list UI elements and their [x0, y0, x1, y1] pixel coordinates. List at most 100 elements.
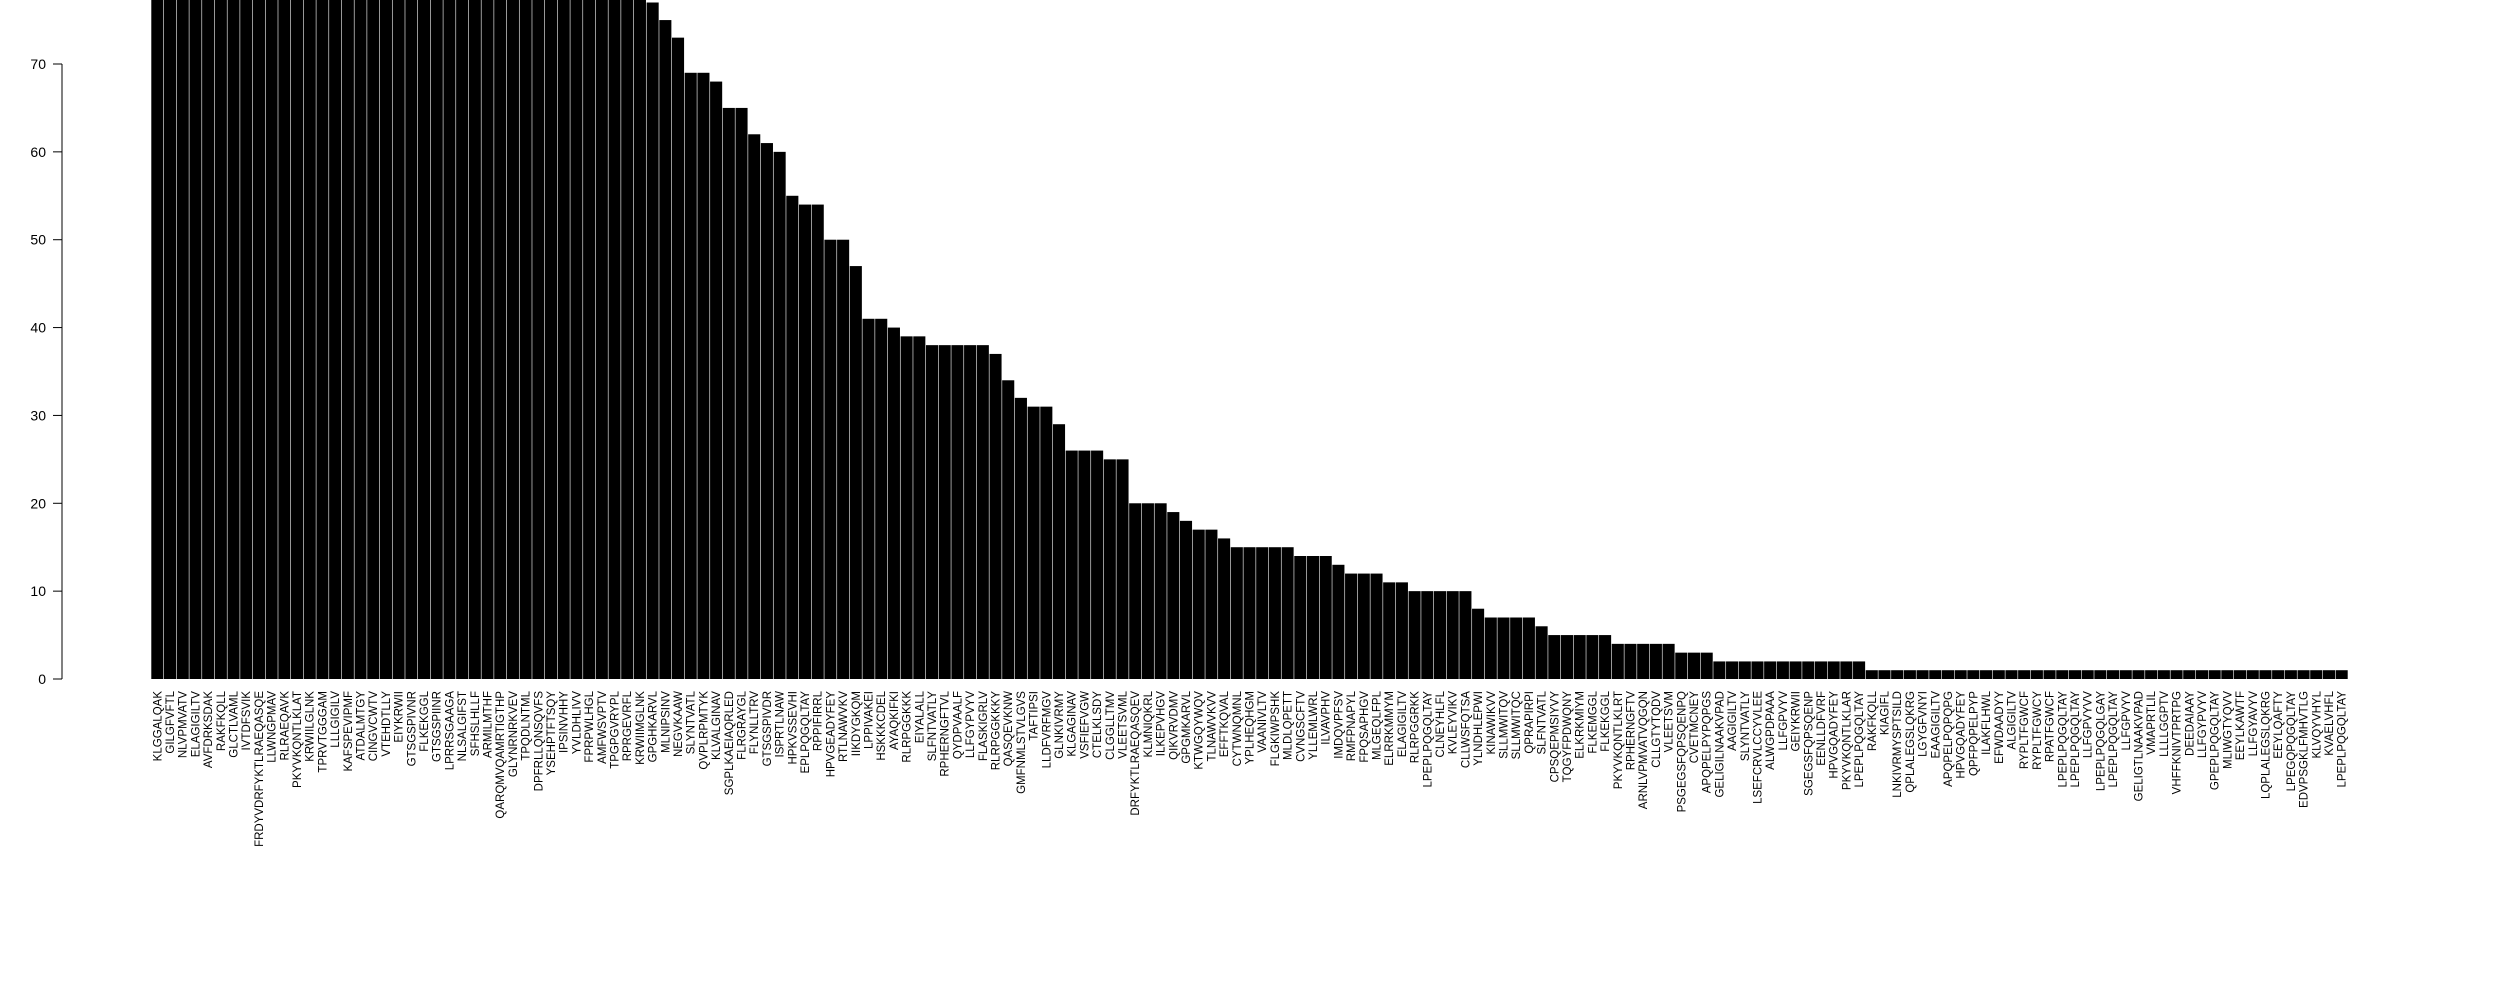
bar [341, 0, 354, 679]
x-tick-label: APQPELPQPQPG [1943, 691, 1955, 787]
x-tick-label: PKYVKQNTLKLAR [1841, 691, 1853, 790]
bar [2246, 670, 2259, 679]
y-tick-label: 10 [30, 583, 46, 599]
x-tick-label: HSKKKCDEL [876, 690, 888, 760]
x-tick-label: ISPRTLNAW [775, 691, 787, 758]
bar [2094, 670, 2107, 679]
y-tick-label: 30 [30, 407, 46, 423]
bar [811, 204, 824, 680]
x-tick-label: FLKEMGGL [1587, 690, 1599, 753]
x-tick-label: GLCTLVAML [229, 690, 241, 757]
bar [354, 0, 367, 679]
x-tick-label: YLNDHLEPWI [1473, 691, 1485, 766]
bar [1535, 626, 1548, 679]
bar [2005, 670, 2018, 679]
bar [697, 72, 710, 680]
x-tick-label: CLLGTYTQDV [1651, 691, 1663, 768]
bar [2157, 670, 2170, 679]
bar [1230, 547, 1243, 679]
x-tick-label: RPHERNGFTV [1625, 691, 1637, 771]
bar [2056, 670, 2069, 679]
x-tick-label: CINGVCWTV [368, 691, 380, 762]
x-tick-label: QPLALEGSLQKRG [1905, 691, 1917, 793]
bar [1345, 573, 1358, 679]
bar [608, 0, 621, 679]
bar [1065, 450, 1078, 679]
x-tick-label: LPPIVAKEI [864, 691, 876, 749]
x-tick-label: AMFWSVPTV [597, 691, 609, 764]
bar [1878, 670, 1891, 679]
x-tick-label: TQGYFPDWQNY [1562, 691, 1574, 783]
x-tick-label: IIKDYGKQM [851, 691, 863, 756]
x-tick-label: SLLMWITQV [1498, 691, 1510, 759]
bar [1548, 635, 1561, 679]
bar [456, 0, 469, 679]
bar [925, 345, 939, 679]
bar [2335, 670, 2348, 679]
bar [2170, 670, 2183, 679]
x-tick-label: DEEDAIAAY [2184, 691, 2196, 756]
x-tick-label: SFHSLHLLF [470, 691, 482, 756]
x-tick-label: ELRRKMMYM [1384, 691, 1396, 766]
x-tick-label: RAKFKQLL [1867, 690, 1879, 751]
bar [1129, 503, 1142, 679]
x-tick-label: SGPLKAEIAQRLED [724, 691, 736, 795]
bar [481, 0, 494, 679]
bar [1586, 635, 1599, 679]
x-tick-label: YSEHPTFTSQY [546, 691, 558, 776]
bar [1522, 617, 1535, 679]
x-tick-label: MLIWGTYQVV [2222, 691, 2234, 769]
bar [1814, 661, 1828, 679]
x-tick-label: KRWIIMGLNK [635, 691, 647, 765]
bar [1687, 652, 1701, 679]
bar [430, 0, 443, 680]
bar [494, 0, 507, 679]
x-tick-label: RLRPGGKKKY [991, 691, 1003, 771]
x-tick-label: GPGHKARVL [648, 690, 660, 762]
x-tick-label: KLVQYVHYL [2311, 690, 2323, 758]
x-tick-label: QARQMVQAMRTIGTHP [495, 691, 507, 819]
x-tick-label: KLMNIQKRL [1143, 690, 1155, 757]
bar [646, 2, 659, 679]
x-tick-label: EFFTKQVAL [1219, 690, 1231, 757]
bar [1649, 643, 1662, 679]
x-tick-label: IVTDFSVIK [241, 691, 253, 751]
x-tick-label: IMDQVPFSV [1333, 691, 1345, 759]
x-tick-label: RPRGEVRFL [622, 690, 634, 761]
x-tick-label: KIAGIFL [1879, 690, 1891, 735]
bar [964, 345, 977, 679]
bar [163, 0, 177, 679]
x-tick-label: LLFGYAVYV [2248, 691, 2260, 757]
bar [1078, 450, 1091, 679]
bar [1560, 635, 1574, 679]
bar [367, 0, 380, 679]
x-tick-label: LPEPLPQGQLTAY [2070, 691, 2082, 788]
x-tick-label: QIKVRVDMV [1168, 691, 1180, 760]
bar [849, 266, 862, 679]
bar [1459, 591, 1472, 679]
bar [417, 0, 431, 680]
bar [659, 20, 672, 680]
bar [900, 336, 913, 679]
x-tick-label: EPLPQGQLTAY [800, 691, 812, 774]
bar [798, 204, 812, 680]
x-tick-label: NEGVKAAW [673, 691, 685, 757]
bar [557, 0, 570, 679]
x-tick-label: FLKEKGGL [1600, 690, 1612, 751]
x-tick-label: DRFYKTLRAEQASQEV [1130, 691, 1142, 816]
bar [2145, 670, 2158, 679]
x-tick-label: LPEPLPQGQLTAY [1854, 691, 1866, 788]
bar [405, 0, 418, 679]
x-tick-label: LLFGYPVYV [2197, 691, 2209, 758]
x-tick-label: GLYNRNRKVEV [508, 691, 520, 777]
bar [2272, 670, 2285, 679]
x-tick-label: EEYLKAWTF [2235, 691, 2247, 760]
bar [1154, 503, 1167, 679]
x-tick-label: LLLLGGPTV [2159, 691, 2171, 757]
x-tick-label: ALWGPDPAAA [1765, 691, 1777, 770]
bar [1370, 573, 1383, 679]
bar [773, 151, 786, 679]
bar [1052, 424, 1066, 679]
x-tick-label: TPGPGVRYPL [610, 690, 622, 768]
bar [1853, 661, 1866, 679]
